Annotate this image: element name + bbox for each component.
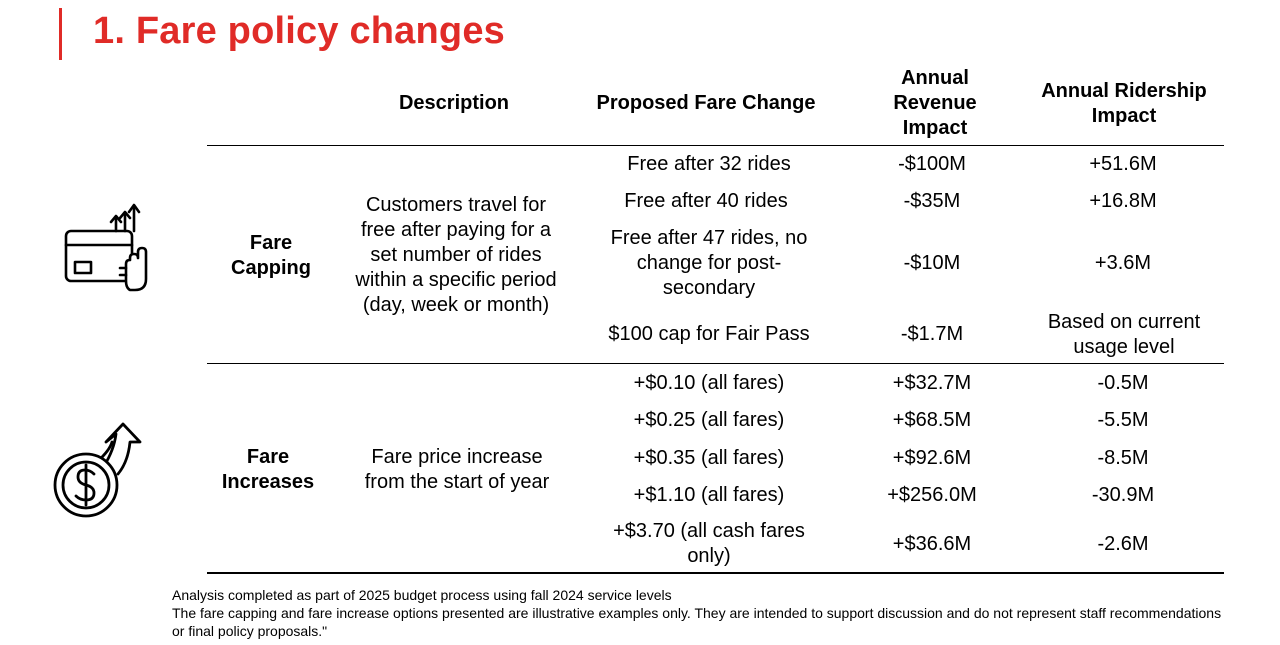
page-title: 1. Fare policy changes [93, 10, 506, 52]
fare-capping-label: Fare Capping [231, 232, 311, 279]
credit-card-tap-icon [64, 203, 148, 292]
increase-row-3-revenue: +$92.6M [892, 447, 972, 469]
section-rule [207, 363, 1224, 364]
increase-row-4-ridership: -30.9M [1091, 484, 1155, 506]
dollar-coin-increase-icon [53, 422, 142, 518]
fare-increases-label: Fare Increases [221, 446, 315, 493]
increase-row-3-change: +$0.35 (all fares) [633, 447, 785, 469]
header-description: Description [398, 92, 510, 114]
table-bottom-rule [207, 572, 1224, 574]
header-annual-revenue-impact: Annual Revenue Impact [893, 67, 977, 139]
capping-row-2-ridership: +16.8M [1089, 190, 1157, 212]
fare-capping-description: Customers travel for free after paying f… [355, 194, 557, 316]
header-rule [207, 145, 1224, 146]
footnote-1: Analysis completed as part of 2025 budge… [172, 587, 672, 603]
increase-row-5-change: +$3.70 (all cash fares only) [613, 520, 805, 567]
increase-row-1-change: +$0.10 (all fares) [633, 372, 785, 394]
increase-row-4-revenue: +$256.0M [887, 484, 977, 506]
capping-row-2-revenue: -$35M [903, 190, 961, 212]
capping-row-3-revenue: -$10M [903, 252, 961, 274]
capping-row-4-revenue: -$1.7M [900, 323, 964, 345]
capping-row-4-ridership: Based on current usage level [1047, 311, 1201, 358]
capping-row-2-change: Free after 40 rides [624, 190, 788, 212]
fare-increases-description: Fare price increase from the start of ye… [364, 446, 550, 493]
increase-row-2-change: +$0.25 (all fares) [633, 409, 785, 431]
footnotes: Analysis completed as part of 2025 budge… [172, 586, 1232, 640]
increase-row-1-ridership: -0.5M [1097, 372, 1149, 394]
increase-row-2-revenue: +$68.5M [892, 409, 972, 431]
header-annual-ridership-impact: Annual Ridership Impact [1041, 80, 1207, 127]
increase-row-4-change: +$1.10 (all fares) [633, 484, 785, 506]
capping-row-1-change: Free after 32 rides [627, 153, 791, 175]
increase-row-5-ridership: -2.6M [1097, 533, 1149, 555]
capping-row-3-change: Free after 47 rides, no change for post-… [610, 227, 808, 299]
increase-row-1-revenue: +$32.7M [892, 372, 972, 394]
capping-row-3-ridership: +3.6M [1094, 252, 1152, 274]
title-accent-bar [59, 8, 62, 60]
increase-row-2-ridership: -5.5M [1097, 409, 1149, 431]
capping-row-1-revenue: -$100M [898, 153, 966, 175]
increase-row-3-ridership: -8.5M [1097, 447, 1149, 469]
capping-row-1-ridership: +51.6M [1089, 153, 1157, 175]
increase-row-5-revenue: +$36.6M [892, 533, 972, 555]
header-proposed-fare-change: Proposed Fare Change [596, 92, 816, 114]
footnote-2: The fare capping and fare increase optio… [172, 605, 1222, 639]
capping-row-4-change: $100 cap for Fair Pass [608, 323, 810, 345]
